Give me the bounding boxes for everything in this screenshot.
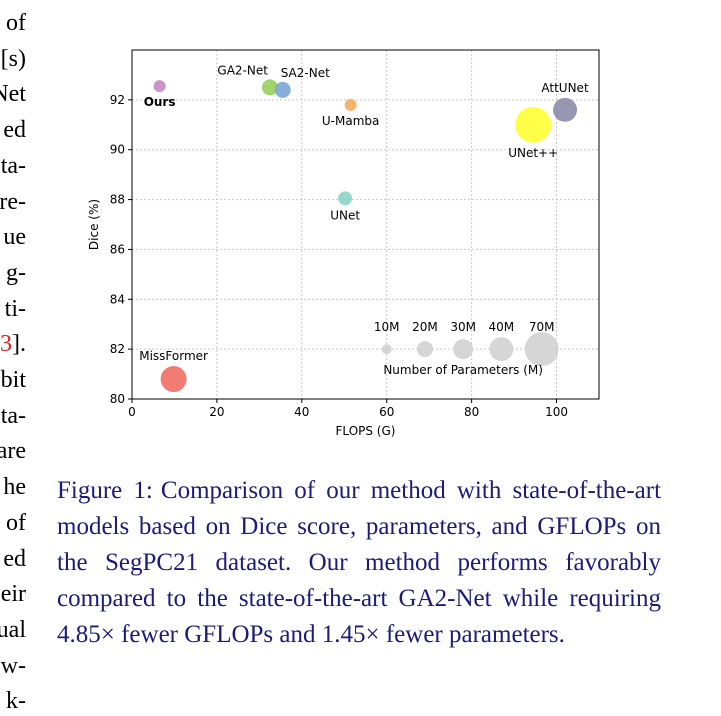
left-column-fragment: ed (3, 117, 26, 144)
data-point (344, 98, 357, 111)
y-tick-label: 90 (110, 143, 125, 157)
data-point-label: U-Mamba (322, 114, 379, 128)
left-column-text: of [s) Net ed ta-re-ue g-ti- 3]. bit ta-are he of e… (0, 0, 26, 716)
caption-label: Figure 1: (57, 477, 153, 504)
left-column-fragment: ta- (0, 152, 26, 179)
size-legend-marker (453, 339, 474, 360)
left-column-fragment: [s) (0, 45, 26, 72)
left-column-fragment: ual (0, 616, 26, 643)
data-point-label: AttUNet (541, 81, 589, 95)
left-column-fragment: ed (3, 545, 26, 572)
size-legend-marker (489, 337, 514, 362)
figure-caption: Figure 1: Comparison of our method with s… (57, 473, 661, 653)
data-point (338, 191, 353, 206)
caption-text: Comparison of our method with state-of-t… (57, 477, 662, 648)
chart-svg: 0 20 40 60 80 100 80 82 84 86 88 90 92 FLOPS (G) Dice … (87, 49, 600, 438)
left-column-fragment: he (3, 474, 26, 501)
data-point (274, 81, 291, 98)
data-point-label: Ours (144, 95, 176, 109)
x-tick-label: 60 (379, 405, 394, 419)
size-legend-marker (416, 341, 433, 358)
y-tick-label: 86 (110, 242, 125, 256)
data-point (553, 97, 578, 122)
left-column-fragment: eir (0, 581, 26, 608)
y-tick-label: 82 (110, 342, 125, 356)
data-point (153, 80, 166, 93)
x-axis-label: FLOPS (G) (336, 424, 396, 438)
y-tick-label: 88 (110, 193, 125, 207)
x-tick-label: 20 (209, 405, 224, 419)
data-point (515, 106, 552, 143)
left-column-fragment: ti- (4, 295, 26, 322)
x-tick-label: 0 (128, 405, 136, 419)
size-legend-label: 40M (489, 320, 515, 334)
left-column-fragment: bit (0, 367, 26, 393)
scatter-chart: 0 20 40 60 80 100 80 82 84 86 88 90 92 FLOPS (G) Dice … (70, 40, 610, 455)
size-legend-label: 30M (450, 320, 476, 334)
data-point-label: MissFormer (139, 349, 208, 363)
data-point-label: UNet (330, 208, 360, 222)
size-legend-title: Number of Parameters (M) (383, 363, 543, 377)
left-column-fragment: ue (3, 224, 26, 251)
data-point-label: GA2-Net (217, 63, 268, 77)
left-column-fragment: 3]. (0, 331, 26, 358)
size-legend-marker (524, 332, 559, 367)
x-tick-label: 80 (464, 405, 479, 419)
left-column-fragment: k- (6, 688, 26, 715)
data-point (261, 79, 278, 96)
left-column-fragment: are (0, 438, 26, 465)
size-legend-marker (381, 344, 392, 355)
y-axis-label: Dice (%) (87, 199, 101, 250)
left-column-fragment: re- (0, 188, 26, 215)
left-column-fragment: ta- (0, 402, 26, 429)
data-point-label: UNet++ (508, 146, 558, 160)
x-tick-label: 100 (545, 405, 568, 419)
data-point (160, 366, 187, 393)
plot-frame (131, 49, 600, 400)
size-legend-label: 70M (529, 320, 555, 334)
y-tick-label: 80 (110, 392, 125, 406)
left-column-fragment: of (6, 10, 26, 36)
size-legend-label: 10M (374, 320, 400, 334)
left-column-fragment: g- (6, 259, 26, 286)
y-tick-label: 84 (110, 292, 125, 306)
data-point-label: SA2-Net (281, 66, 330, 80)
size-legend-label: 20M (412, 320, 438, 334)
left-column-fragment: Net (0, 81, 26, 108)
y-tick-label: 92 (110, 93, 125, 107)
left-column-fragment: w- (0, 652, 26, 679)
left-column-fragment: of (6, 509, 26, 536)
x-tick-label: 40 (294, 405, 309, 419)
